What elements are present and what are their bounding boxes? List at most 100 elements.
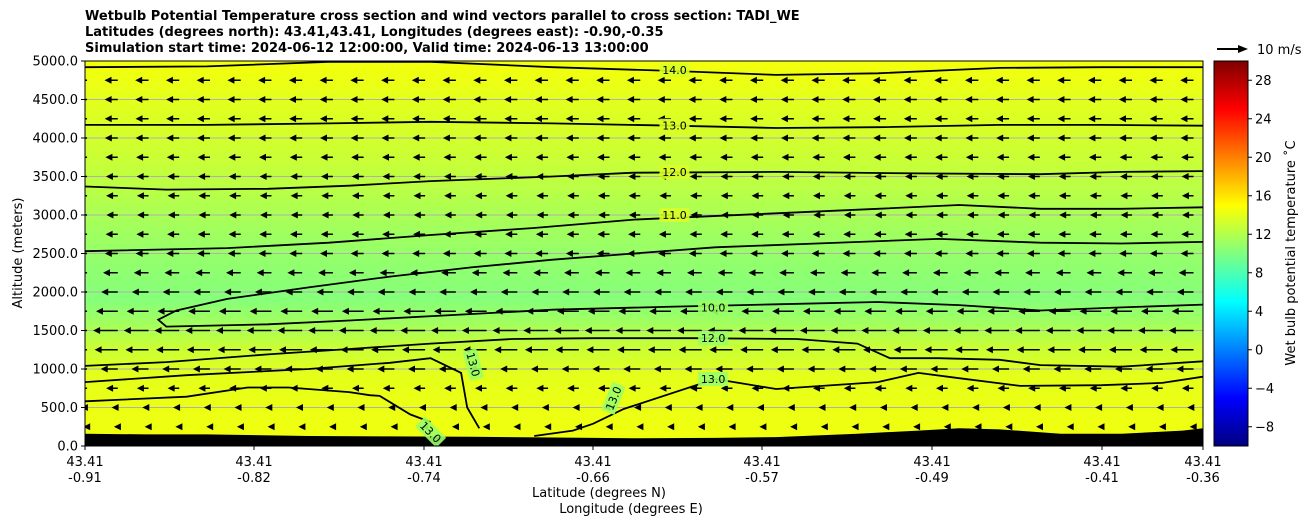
wind-vector bbox=[442, 134, 456, 142]
wind-vector bbox=[431, 327, 456, 334]
wind-vector bbox=[531, 365, 549, 373]
wind-vector-head bbox=[526, 307, 534, 315]
wind-vector-head bbox=[720, 230, 728, 238]
wind-vector bbox=[605, 423, 613, 431]
wind-vector bbox=[910, 404, 918, 411]
wind-vector-head bbox=[873, 115, 881, 123]
wind-vector-head bbox=[818, 404, 826, 411]
wind-vector bbox=[412, 134, 426, 142]
x-tick-label-latitude: 43.41 bbox=[66, 455, 103, 470]
wind-vector bbox=[657, 96, 671, 103]
wind-vector-head bbox=[173, 404, 181, 411]
wind-vector-head bbox=[684, 365, 692, 373]
wind-vector-head bbox=[746, 365, 754, 373]
wind-vector bbox=[966, 173, 979, 180]
wind-vector bbox=[258, 96, 272, 103]
wind-vector-head bbox=[750, 250, 758, 257]
wind-vector-head bbox=[1033, 404, 1041, 411]
quiver-key: 10 m/s bbox=[1217, 43, 1302, 58]
wind-vector bbox=[229, 384, 241, 392]
wind-vector bbox=[186, 346, 210, 354]
wind-vector-head bbox=[165, 76, 173, 84]
wind-vector bbox=[1178, 269, 1194, 277]
wind-vector-head bbox=[321, 384, 329, 392]
wind-vector-head bbox=[903, 96, 911, 103]
wind-vector-head bbox=[85, 404, 88, 411]
wind-vector-head bbox=[1150, 153, 1158, 161]
wind-vector bbox=[318, 269, 333, 277]
wind-vector bbox=[598, 211, 610, 219]
wind-vector bbox=[411, 76, 426, 84]
wind-vector-head bbox=[1057, 115, 1065, 123]
wind-vector bbox=[1180, 96, 1194, 103]
wind-vector bbox=[658, 153, 671, 161]
wind-vector bbox=[461, 327, 487, 334]
wind-vector-head bbox=[555, 346, 563, 354]
wind-vector-head bbox=[690, 211, 698, 219]
wind-vector-head bbox=[265, 404, 273, 411]
wind-vector-head bbox=[649, 307, 657, 315]
wind-vector-head bbox=[105, 173, 113, 180]
wind-vector bbox=[1016, 346, 1040, 354]
wind-vector-head bbox=[1149, 76, 1157, 84]
wind-vector bbox=[873, 134, 887, 142]
wind-vector bbox=[1057, 76, 1071, 84]
wind-vector bbox=[319, 76, 333, 84]
wind-vector bbox=[811, 250, 825, 257]
wind-vector bbox=[85, 423, 91, 431]
y-tick-label: 1000.0 bbox=[33, 363, 79, 378]
wind-vector-head bbox=[502, 269, 510, 277]
wind-vector-head bbox=[782, 384, 790, 392]
wind-vector bbox=[438, 365, 456, 373]
wind-vector bbox=[1057, 115, 1071, 123]
wind-vector-head bbox=[106, 211, 114, 219]
wind-vector bbox=[772, 307, 794, 315]
wind-vector bbox=[687, 269, 702, 277]
wind-vector-head bbox=[738, 327, 746, 334]
wind-vector bbox=[843, 153, 856, 161]
wind-vector-head bbox=[955, 346, 963, 354]
wind-vector-head bbox=[382, 173, 390, 180]
wind-vector-head bbox=[720, 173, 728, 180]
wind-vector bbox=[535, 134, 549, 142]
wind-vector bbox=[523, 327, 549, 334]
wind-vector bbox=[1088, 96, 1102, 103]
wind-vector bbox=[196, 115, 210, 123]
wind-vector bbox=[1120, 192, 1133, 200]
wind-vector-head bbox=[227, 115, 235, 123]
wind-vector-head bbox=[1084, 365, 1092, 373]
wind-vector bbox=[474, 153, 487, 161]
wind-vector bbox=[688, 96, 702, 103]
wind-vector bbox=[320, 153, 333, 161]
wind-vector bbox=[658, 250, 671, 257]
wind-vector bbox=[197, 250, 210, 257]
wind-vector-head bbox=[842, 96, 850, 103]
wind-vector bbox=[505, 230, 518, 238]
wind-vector bbox=[104, 76, 118, 84]
y-tick-label: 2000.0 bbox=[33, 286, 79, 301]
wind-vector-head bbox=[133, 269, 141, 277]
wind-vector bbox=[311, 307, 333, 315]
wind-vector-head bbox=[473, 250, 481, 257]
wind-vector bbox=[533, 269, 549, 277]
wind-vector bbox=[258, 134, 272, 142]
wind-vector bbox=[1057, 96, 1071, 103]
wind-vector bbox=[162, 365, 180, 373]
contour-label-bg bbox=[659, 208, 690, 222]
wind-vector bbox=[1054, 288, 1071, 296]
contour-label-bg bbox=[601, 381, 626, 415]
wind-vector-head bbox=[473, 76, 481, 84]
wind-vector-head bbox=[290, 384, 298, 392]
wind-vector bbox=[748, 269, 764, 277]
wind-vector-head bbox=[872, 76, 880, 84]
wind-vector bbox=[504, 76, 518, 84]
wind-vector-head bbox=[741, 307, 749, 315]
wind-vector-head bbox=[1057, 250, 1065, 257]
wind-vector bbox=[751, 192, 764, 200]
wind-vector-head bbox=[751, 173, 759, 180]
wind-vector bbox=[838, 365, 856, 373]
wind-vector-head bbox=[350, 134, 358, 142]
wind-vector bbox=[627, 96, 641, 103]
wind-vector bbox=[626, 76, 641, 84]
wind-vector bbox=[697, 423, 705, 431]
